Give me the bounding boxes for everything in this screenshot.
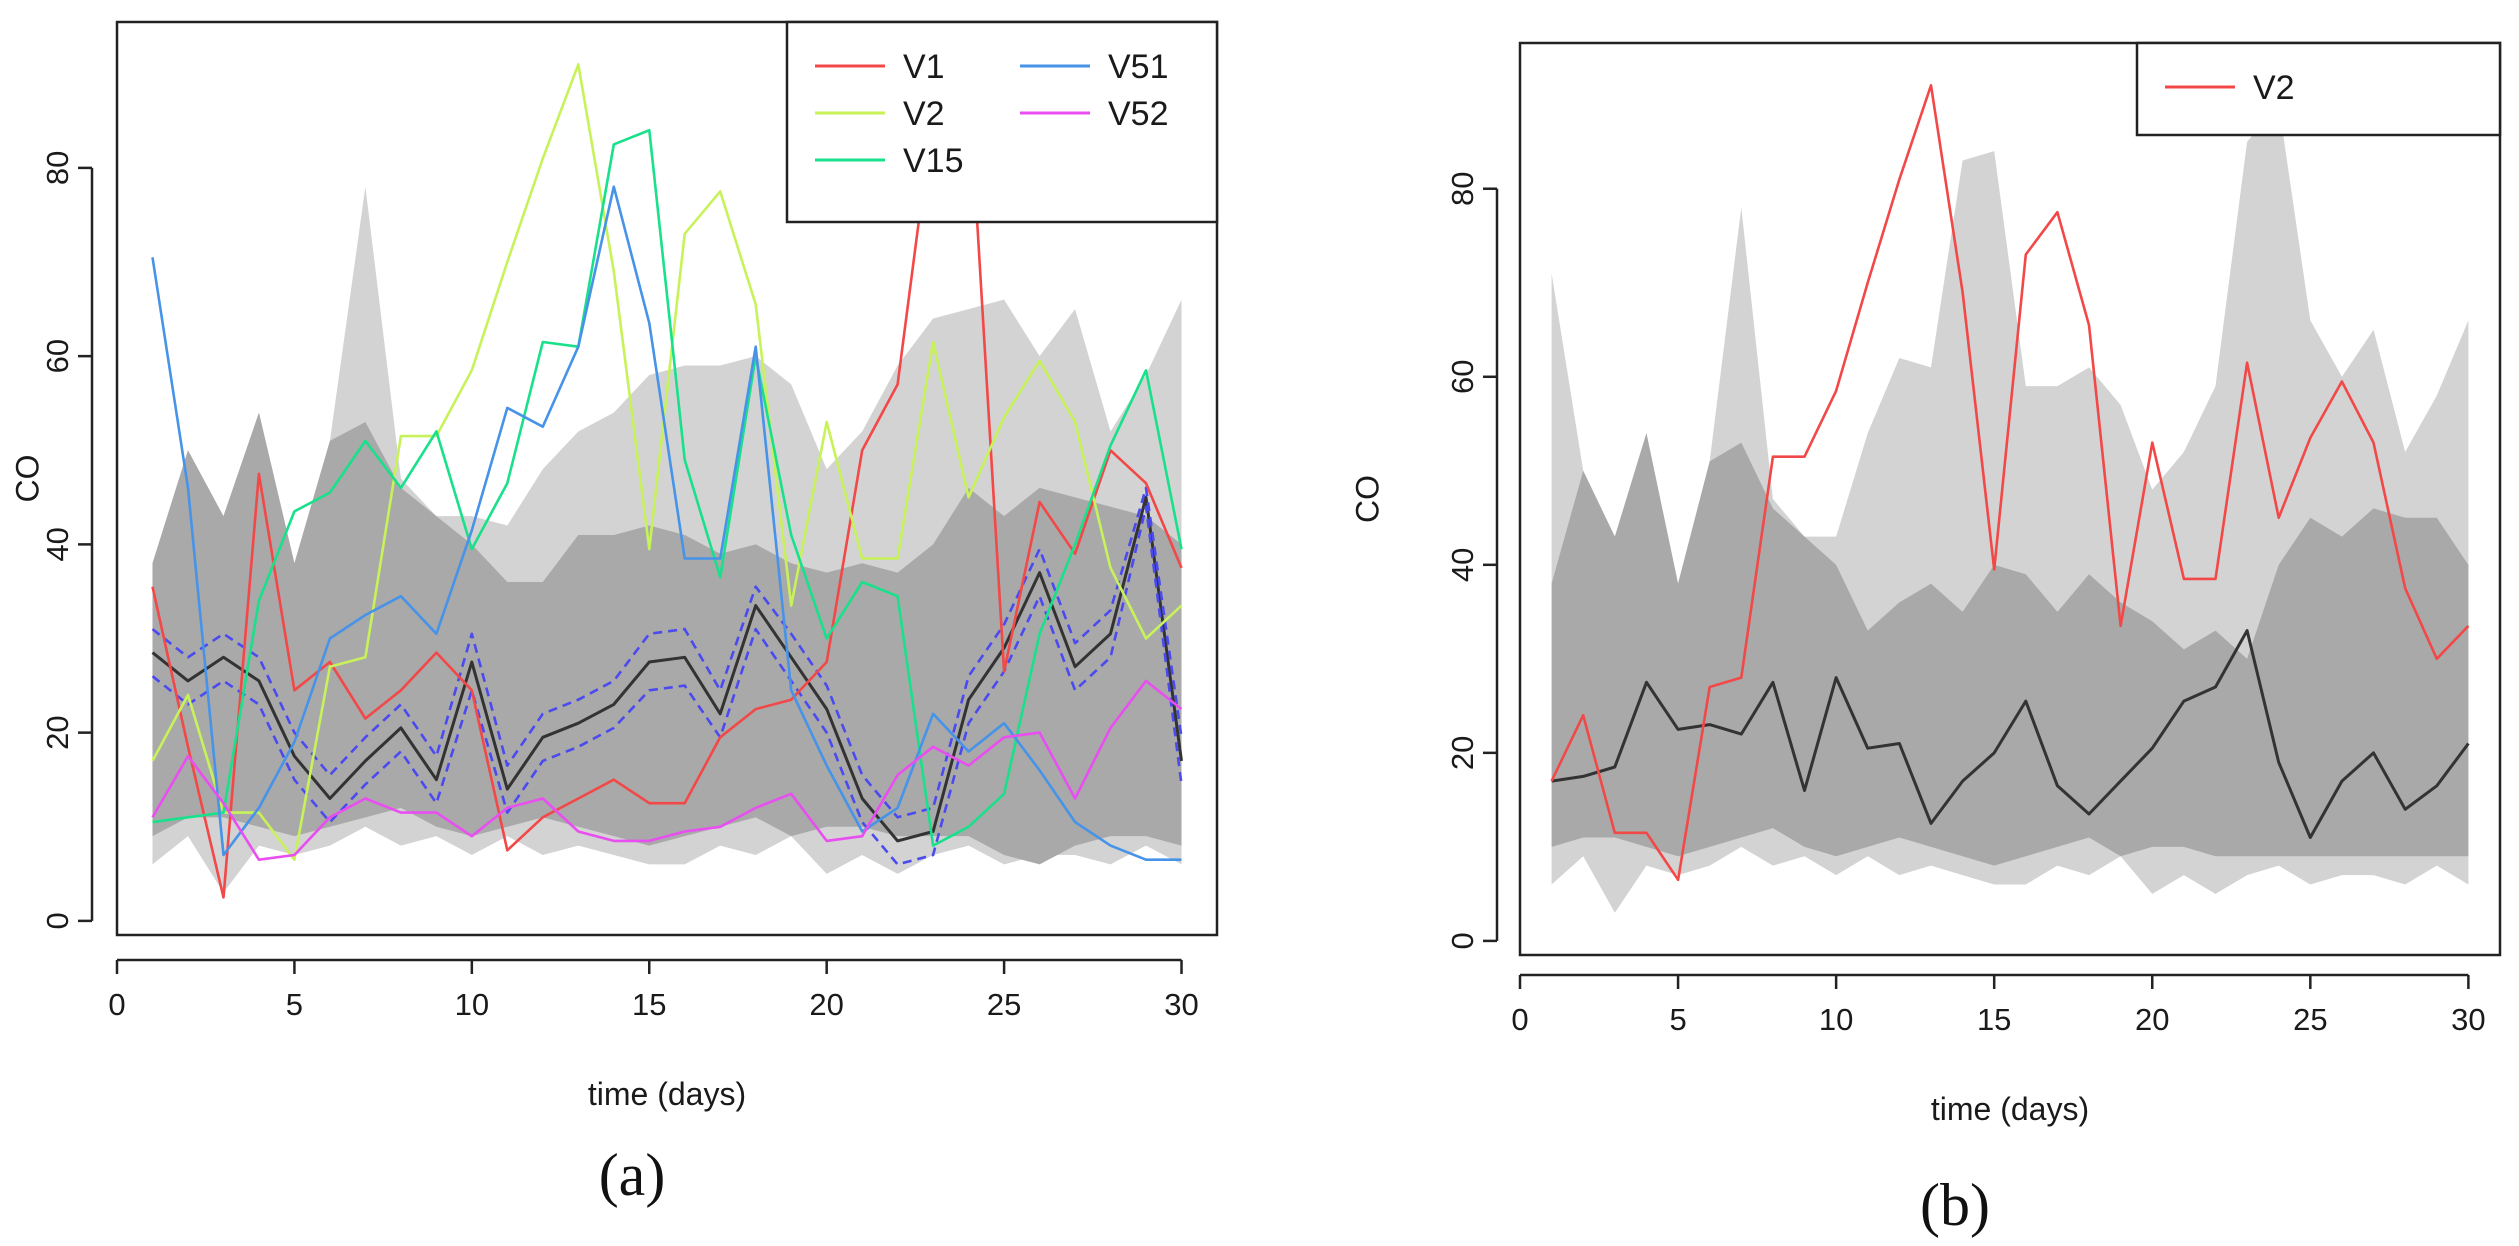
y-tick-label: 0 [40,912,75,929]
legend-label: V51 [1108,48,1169,86]
series-line-v2 [151,63,1183,862]
x-tick-label: 30 [2451,1002,2485,1037]
x-tick-label: 15 [1977,1002,2011,1037]
x-tick-label: 25 [2293,1002,2327,1037]
y-axis-label: CO [9,455,45,503]
y-tick-label: 80 [1445,171,1480,205]
legend-label: V2 [2253,69,2295,107]
panel-a: 0 5 10 15 20 25 30 0 20 40 60 80 time (days) CO V1… [9,20,1219,1208]
series-lines [151,63,1183,899]
legend-label: V1 [903,48,945,86]
y-axis: 0 20 40 60 80 [1445,171,1499,950]
plot-frame [115,20,1219,937]
x-tick-label: 30 [1164,987,1198,1022]
legend-item-v52: V52 [1020,95,1169,133]
band-inner-range [152,412,1182,865]
x-tick-label: 20 [809,987,843,1022]
legend-label: V52 [1108,95,1169,133]
series-line-v15 [152,128,1183,847]
series-line-v52 [151,679,1183,862]
legend-item-v15: V15 [815,142,964,180]
legend: V1 V2 V15 V51 V52 [785,20,1219,224]
y-tick-label: 60 [1445,360,1480,394]
x-tick-label: 25 [987,987,1021,1022]
series-line-v2 [1550,84,2470,882]
x-tick-label: 10 [1819,1002,1853,1037]
y-axis: 0 20 40 60 80 [40,151,94,930]
x-axis: 0 5 10 15 20 25 30 [108,958,1199,1022]
series-line-v1 [151,77,1183,899]
x-tick-label: 0 [108,987,125,1022]
plot-frame [1518,41,2502,957]
band-inner-range [1551,433,2469,866]
series-line-upper-ci [151,486,1183,819]
y-tick-label: 40 [40,527,75,561]
y-tick-label: 40 [1445,548,1480,582]
y-tick-label: 0 [1445,932,1480,949]
series-line-v51 [151,185,1182,862]
y-tick-label: 20 [40,715,75,749]
legend-item-v2: V2 [2165,69,2295,107]
panel-b: 0 5 10 15 20 25 30 0 20 40 60 80 time (days) CO V2… [1349,41,2502,1238]
x-tick-label: 0 [1511,1002,1528,1037]
legend-label: V15 [903,142,964,180]
panel-caption: (a) [599,1142,666,1208]
legend-box [2135,41,2502,137]
series-line-lower-ci [151,505,1183,866]
y-axis-label: CO [1349,475,1385,523]
x-tick-label: 10 [455,987,489,1022]
x-tick-label: 5 [286,987,303,1022]
legend-box [785,20,1219,224]
series-line-mean [151,495,1183,843]
legend-item-v1: V1 [815,48,945,86]
x-axis-label: time (days) [588,1076,746,1112]
y-tick-label: 20 [1445,736,1480,770]
range-bands [1551,104,2469,913]
legend-label: V2 [903,95,945,133]
legend-item-v51: V51 [1020,48,1169,86]
x-axis-label: time (days) [1931,1091,2089,1127]
series-lines [1550,84,2470,882]
y-tick-label: 60 [40,339,75,373]
x-tick-label: 15 [632,987,666,1022]
x-tick-label: 20 [2135,1002,2169,1037]
legend: V2 [2135,41,2502,137]
x-tick-label: 5 [1669,1002,1686,1037]
legend-item-v2: V2 [815,95,945,133]
x-axis: 0 5 10 15 20 25 30 [1511,973,2486,1037]
y-tick-label: 80 [40,151,75,185]
panel-caption: (b) [1920,1172,1990,1238]
